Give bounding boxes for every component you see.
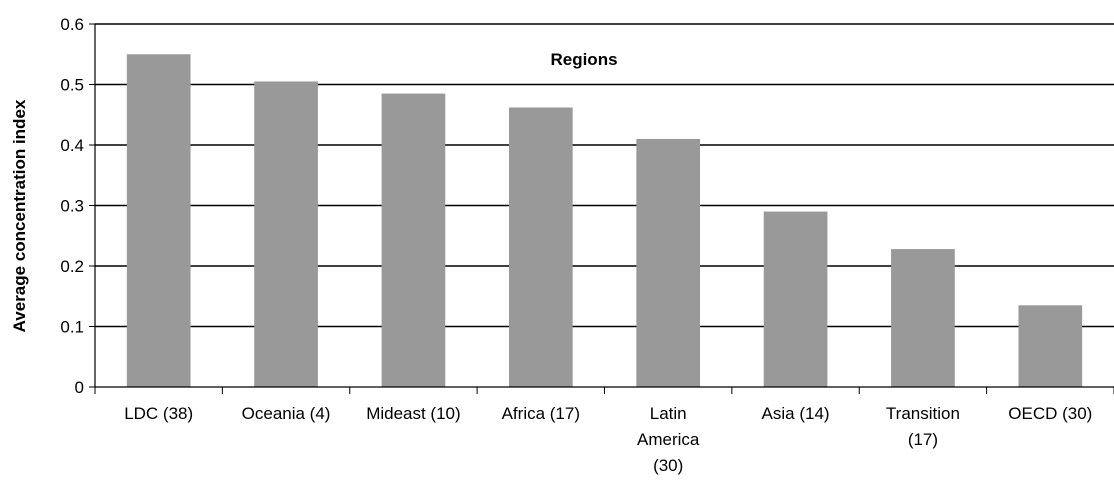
x-category-label: Asia (14) [762,404,830,423]
y-tick-label: 0.1 [60,318,84,337]
bar [126,54,191,387]
y-tick-label: 0.4 [60,136,84,155]
bar [508,107,573,388]
bar [381,93,446,387]
x-category-label: Africa (17) [502,404,580,423]
y-tick-label: 0.3 [60,197,84,216]
y-tick-labels: 0 0.1 0.2 0.3 0.4 0.5 0.6 [60,15,84,397]
gridlines [89,23,1114,388]
bar [636,138,701,387]
bar [763,211,828,387]
axes [94,24,1114,394]
x-category-labels: LDC (38) Oceania (4) Mideast (10) Africa (1… [124,404,1092,475]
bar [254,81,318,387]
x-category-label: Transition (17) [886,404,960,449]
x-category-label: Oceania (4) [242,404,331,423]
chart-title: Regions [550,50,617,69]
x-category-label: OECD (30) [1008,404,1092,423]
y-tick-label: 0 [75,378,84,397]
y-tick-label: 0.6 [60,15,84,34]
x-category-label: Mideast (10) [366,404,460,423]
bar [1018,305,1083,387]
bars [126,54,1083,388]
y-tick-label: 0.2 [60,257,84,276]
y-axis-label: Average concentration index [10,99,29,332]
x-category-label: LDC (38) [124,404,193,423]
y-tick-label: 0.5 [60,76,84,95]
bar [891,249,955,387]
x-category-label: Latin America (30) [637,404,700,475]
